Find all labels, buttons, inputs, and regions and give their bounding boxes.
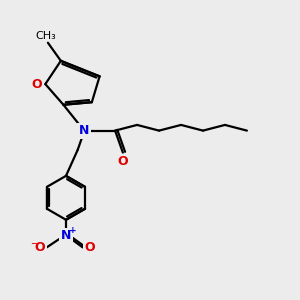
Text: O: O [118, 155, 128, 168]
Text: O: O [84, 241, 95, 254]
Text: O: O [32, 78, 42, 91]
Text: N: N [61, 229, 71, 242]
Text: O: O [35, 241, 45, 254]
Text: N: N [79, 124, 89, 137]
Text: +: + [69, 226, 77, 235]
Text: CH₃: CH₃ [35, 32, 56, 41]
Text: ⁻: ⁻ [30, 240, 37, 253]
